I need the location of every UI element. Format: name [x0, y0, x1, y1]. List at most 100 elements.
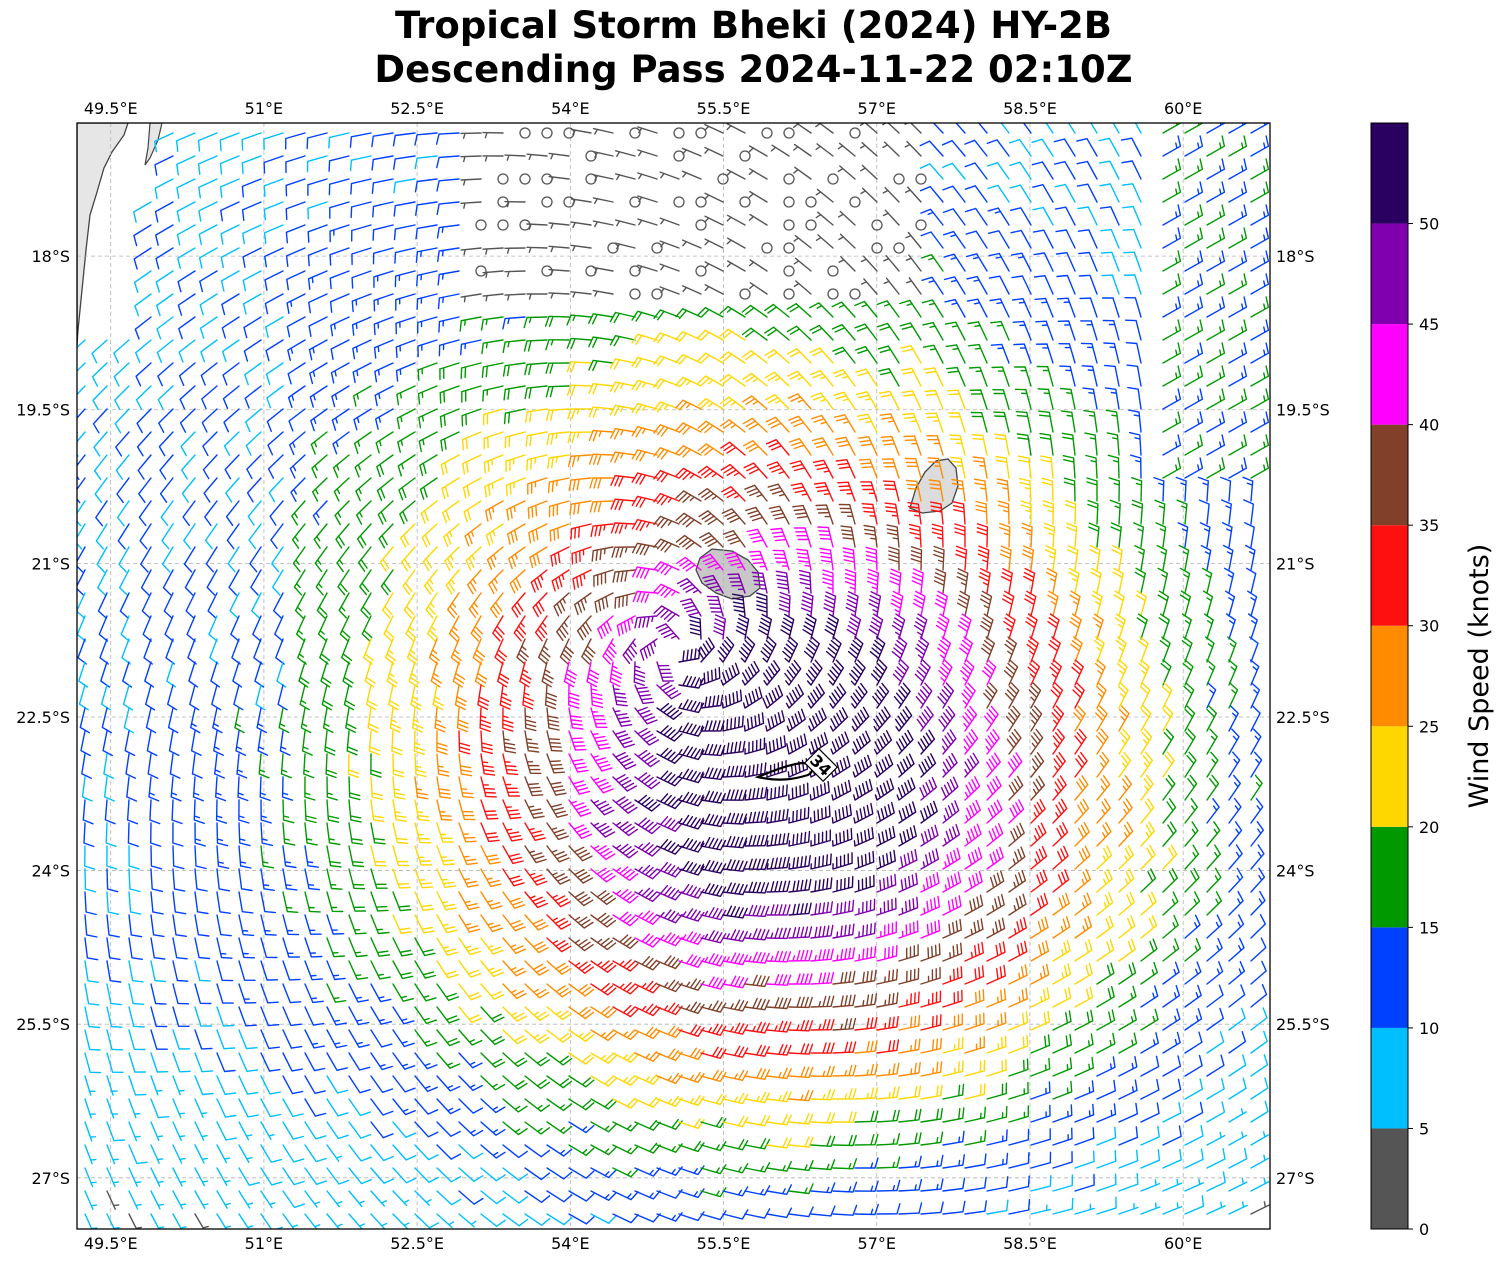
wind-barb [1197, 476, 1209, 502]
wind-barb [397, 431, 416, 453]
wind-barb [1247, 590, 1258, 617]
wind-barb [417, 385, 438, 405]
wind-barb [106, 1006, 123, 1028]
wind-barb [1184, 135, 1204, 157]
wind-barb [406, 638, 418, 665]
wind-barb [494, 638, 507, 665]
wind-barb [622, 638, 638, 665]
wind-barb [1006, 728, 1022, 755]
wind-barb [238, 799, 250, 824]
wind-barb [1008, 822, 1025, 847]
wind-barb [91, 362, 108, 387]
wind-barb [1034, 297, 1054, 318]
colorbar-tick-label: 5 [1419, 1119, 1429, 1138]
wind-barb [590, 890, 616, 905]
wind-barb [268, 477, 284, 503]
wind-barb [610, 474, 636, 487]
wind-barb [419, 454, 438, 477]
wind-barb [678, 647, 701, 663]
wind-barb [150, 1190, 164, 1210]
wind-barb [392, 891, 412, 912]
wind-barb [150, 983, 167, 1005]
wind-barb [1045, 123, 1054, 134]
wind-barb [171, 799, 183, 825]
colorbar-bins [1371, 123, 1408, 1229]
wind-barb [589, 500, 614, 513]
wind-barb [133, 224, 152, 247]
wind-barb [832, 1088, 857, 1100]
wind-barb [182, 500, 196, 527]
wind-barb [150, 822, 162, 847]
wind-barb [328, 132, 350, 149]
wind-barb [502, 1006, 528, 1022]
wind-barb [697, 352, 724, 364]
wind-barb [541, 661, 554, 688]
wind-barb [526, 246, 548, 253]
wind-barb [414, 132, 438, 146]
wind-barb [986, 752, 1001, 778]
wind-barb [790, 482, 812, 502]
wind-barb [436, 845, 456, 866]
wind-barb [260, 914, 277, 936]
wind-barb [304, 1098, 327, 1117]
wind-barb [634, 1074, 661, 1085]
wind-barb [355, 477, 372, 502]
wind-barb [118, 546, 130, 573]
wind-barb [920, 1178, 944, 1192]
wind-barb [634, 933, 661, 948]
wind-barb [133, 270, 152, 293]
map-plot-area[interactable]: 34 [70, 113, 1270, 1232]
wind-barb [328, 178, 350, 196]
wind-barb [1250, 388, 1270, 410]
wind-barb [1052, 892, 1070, 916]
wind-barb [1078, 274, 1098, 295]
wind-barb [508, 546, 526, 570]
wind-barb [454, 684, 467, 711]
wind-barb [448, 615, 460, 642]
wind-barb [1074, 798, 1090, 824]
wind-barb [810, 1089, 836, 1101]
wind-barb [902, 412, 922, 433]
wind-barb [876, 825, 896, 847]
wind-barb [876, 849, 896, 870]
wind-barb [1228, 867, 1244, 893]
wind-barb [832, 994, 856, 1008]
wind-barb [502, 753, 519, 776]
wind-barb [414, 799, 430, 822]
wind-barb [94, 477, 108, 504]
wind-barb [576, 615, 592, 641]
wind-barb [819, 547, 834, 571]
wind-barb [458, 983, 482, 1001]
wind-barb [303, 753, 315, 779]
wind-barb [942, 1130, 965, 1146]
wind-barb [1030, 1104, 1051, 1123]
wind-barb [172, 983, 190, 1005]
wind-barb [764, 371, 790, 387]
wind-barb [172, 1190, 187, 1210]
wind-barb [95, 523, 108, 550]
colorbar-tick-label: 0 [1419, 1220, 1429, 1239]
wind-barb [700, 930, 727, 944]
wind-barb [425, 592, 438, 619]
wind-barb [1184, 891, 1201, 916]
wind-barb [1052, 752, 1066, 778]
wind-barb [1038, 410, 1054, 433]
wind-barb [348, 1029, 370, 1048]
calm-circle [717, 173, 729, 185]
wind-barb [502, 316, 526, 330]
wind-barb [832, 876, 854, 893]
wind-barb [546, 431, 570, 446]
calm-circle [695, 127, 707, 139]
wind-barb [700, 1164, 727, 1175]
wind-barb [967, 321, 988, 341]
wind-barb [136, 431, 152, 457]
wind-barb [1162, 158, 1182, 180]
wind-barb [788, 438, 812, 456]
wind-barb [84, 1167, 97, 1188]
wind-barb [346, 730, 358, 756]
wind-barb [854, 346, 878, 364]
wind-barb [238, 822, 251, 847]
wind-barb [352, 385, 372, 407]
wind-barb [352, 339, 372, 360]
wind-barb [749, 282, 768, 295]
